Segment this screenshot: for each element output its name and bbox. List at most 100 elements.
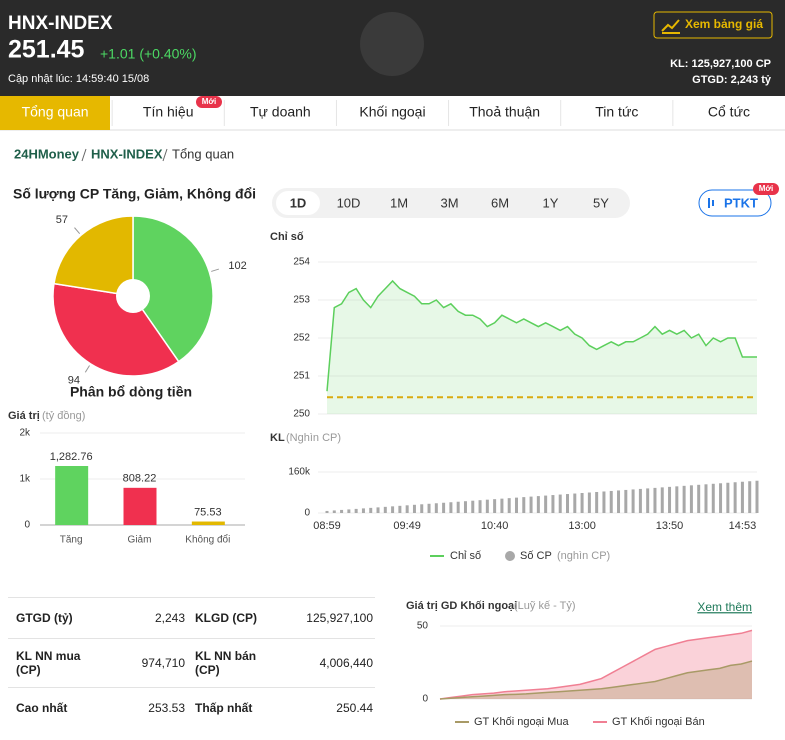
x-tick-label: Tăng	[60, 535, 83, 546]
badge	[753, 183, 779, 195]
leader	[74, 227, 81, 235]
pie-label: 102	[228, 260, 246, 272]
volume-bar	[522, 497, 526, 513]
breadcrumb[interactable]: HNX-INDEX	[91, 146, 163, 161]
table-row: KL NN mua (CP) 974,710 KL NN bán (CP) 4,006…	[8, 638, 375, 687]
y-tick-label: 254	[293, 257, 310, 268]
volume-bar	[704, 484, 708, 513]
legend-label: GT Khối ngoại Mua	[474, 716, 569, 728]
breadcrumb: Tổng quan	[172, 146, 234, 161]
volume-bar	[646, 488, 650, 513]
period[interactable]: 3M	[440, 195, 458, 210]
y-unit: (Nghìn CP)	[286, 432, 341, 444]
tab[interactable]: Tự doanh	[250, 104, 311, 120]
volume-bar	[449, 502, 453, 513]
table-value: 125,927,100	[306, 611, 373, 625]
y-tick-label: 252	[293, 333, 310, 344]
volume-bar	[471, 500, 475, 513]
x-tick-label: 10:40	[481, 520, 509, 532]
y-tick-label: 0	[24, 520, 30, 531]
x-tick-label: 13:00	[568, 520, 596, 532]
volume-bar	[442, 502, 446, 513]
volume-bar	[376, 507, 380, 513]
volume-bar	[668, 486, 672, 513]
volume-bar	[514, 497, 518, 513]
y-tick-label: 50	[417, 621, 429, 632]
volume-bar	[398, 505, 402, 513]
link[interactable]: Xem thêm	[697, 600, 752, 614]
period[interactable]: 1Y	[543, 195, 559, 210]
price-button[interactable]	[653, 11, 773, 39]
legend-label: Chỉ số	[450, 550, 481, 562]
volume-bar	[595, 491, 599, 513]
y-tick-label: 253	[293, 295, 310, 306]
table-row: GTGD (tỷ) 2,243 KLGD (CP) 125,927,100	[8, 597, 375, 638]
volume-bar	[340, 509, 344, 513]
volume-bar	[412, 504, 416, 513]
y-label: Giá trị	[8, 410, 40, 422]
x-tick-label: Giảm	[128, 535, 152, 546]
table-value: 253.53	[148, 701, 185, 715]
y-unit: (tỷ đồng)	[42, 410, 85, 422]
bar	[123, 487, 157, 525]
pie-slice	[132, 215, 214, 363]
volume-bar	[675, 486, 679, 513]
volume: KL: 125,927,100 CP	[670, 58, 771, 70]
volume-bar	[733, 482, 737, 513]
tab[interactable]: Tin tức	[595, 104, 638, 120]
period[interactable]: 5Y	[593, 195, 609, 210]
area-line	[439, 629, 753, 700]
ptkt-button[interactable]	[698, 189, 772, 217]
table-key: GTGD (tỷ)	[16, 611, 73, 625]
bar	[55, 465, 89, 525]
volume-bar	[602, 491, 606, 513]
tab[interactable]: Thoả thuận	[469, 104, 540, 120]
volume-bar	[544, 495, 548, 513]
legend-dot	[505, 551, 515, 561]
bar	[191, 521, 225, 525]
period[interactable]: 6M	[491, 195, 509, 210]
leader	[84, 365, 90, 373]
volume-bar	[689, 485, 693, 513]
ptkt-label: PTKT	[724, 195, 758, 210]
volume-bar	[456, 501, 460, 513]
area-line	[439, 660, 753, 700]
area	[440, 630, 752, 699]
volume-bar	[529, 496, 533, 513]
period[interactable]: 10D	[337, 195, 361, 210]
volume-bar	[609, 490, 613, 513]
table-value: 250.44	[336, 701, 373, 715]
period[interactable]: 1M	[390, 195, 408, 210]
tab[interactable]: Khối ngoại	[359, 104, 425, 120]
y-tick-label: 1k	[19, 474, 31, 485]
badge	[196, 96, 222, 108]
breadcrumb-sep	[81, 148, 87, 162]
volume-bar	[551, 495, 555, 513]
value-label: 1,282.76	[50, 451, 93, 463]
price-button-label: Xem bảng giá	[685, 17, 763, 31]
area	[440, 661, 752, 699]
x-tick-label: 08:59	[313, 520, 341, 532]
volume-bar	[427, 503, 431, 513]
tab-active	[0, 96, 110, 130]
volume-bar	[478, 500, 482, 513]
volume-bar	[697, 484, 701, 513]
volume-bar	[653, 487, 657, 513]
table-key: Cao nhất	[16, 701, 68, 715]
volume-bar	[493, 499, 497, 513]
y-tick-label: 2k	[19, 428, 31, 439]
period[interactable]: 1D	[290, 195, 307, 210]
volume-bar	[682, 485, 686, 513]
logo	[360, 12, 424, 76]
x-tick-label: 13:50	[656, 520, 684, 532]
volume-bar	[631, 489, 635, 513]
tab[interactable]: Tổng quan	[22, 104, 89, 120]
bar-title: Phân bổ dòng tiền	[70, 384, 192, 400]
volume-bar	[383, 506, 387, 513]
tab[interactable]: Cổ tức	[708, 104, 750, 120]
pie-hole	[116, 279, 150, 313]
volume-bar	[347, 509, 351, 513]
leader	[211, 268, 220, 272]
breadcrumb[interactable]: 24HMoney	[14, 146, 80, 161]
tab[interactable]: Tín hiệu	[143, 104, 194, 120]
